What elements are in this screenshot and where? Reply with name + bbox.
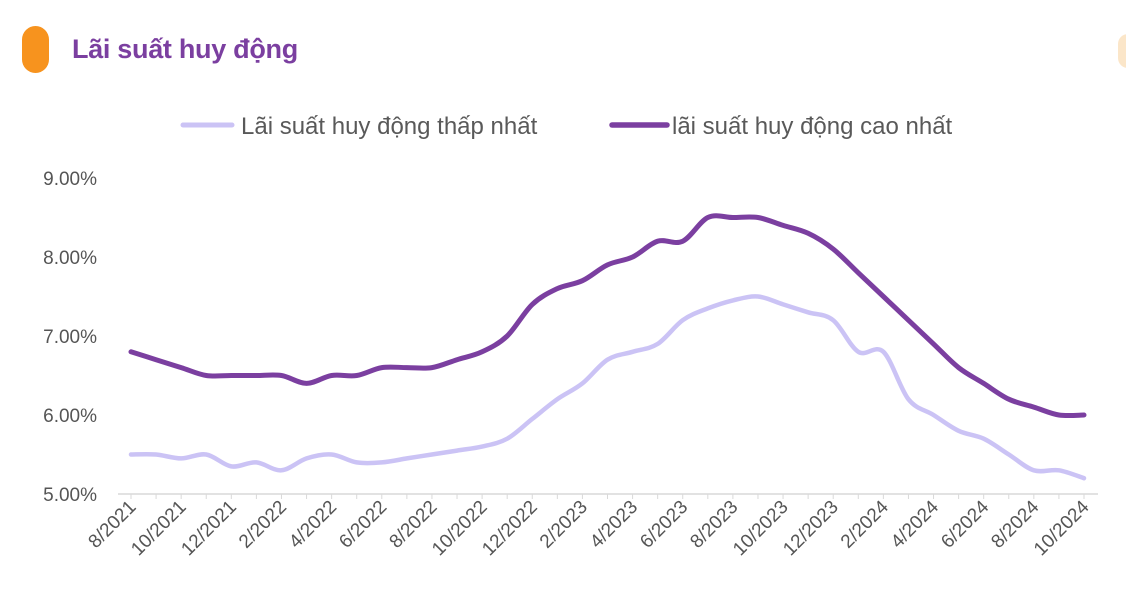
legend-item: lãi suất huy động cao nhất	[609, 113, 953, 140]
title-accent-marker	[22, 26, 49, 73]
y-tick-label: 7.00%	[43, 327, 97, 348]
x-tick-label: 10/2023	[729, 497, 792, 560]
series-line-highest-rate	[128, 213, 1087, 419]
x-tick-label: 2/2022	[235, 497, 291, 553]
plot-area	[128, 213, 1087, 481]
x-tick-label: 2/2024	[837, 496, 893, 552]
y-tick-label: 6.00%	[43, 406, 97, 427]
chart-legend: Lãi suất huy động thấp nhất lãi suất huy …	[180, 113, 953, 140]
edge-decoration	[1118, 34, 1126, 68]
series-line-lowest-rate	[128, 294, 1087, 481]
legend-item: Lãi suất huy động thấp nhất	[180, 113, 538, 140]
page-title: Lãi suất huy động	[72, 34, 298, 64]
x-tick-label: 12/2023	[779, 497, 842, 560]
x-tick-label: 6/2024	[937, 496, 993, 552]
x-tick-label: 10/2022	[428, 497, 491, 560]
x-axis: 8/202110/202112/20212/20224/20226/20228/…	[85, 493, 1098, 560]
y-tick-label: 9.00%	[43, 169, 97, 190]
x-tick-label: 4/2024	[887, 496, 943, 552]
x-tick-label: 6/2022	[335, 497, 391, 553]
x-tick-label: 2/2023	[536, 497, 592, 553]
x-tick-label: 12/2021	[177, 497, 240, 560]
y-axis: 5.00% 6.00% 7.00% 8.00% 9.00%	[43, 169, 97, 506]
x-tick-label: 10/2024	[1030, 496, 1094, 560]
x-tick-label: 10/2021	[127, 497, 190, 560]
legend-label: lãi suất huy động cao nhất	[672, 113, 953, 140]
x-tick-label: 4/2023	[586, 497, 642, 553]
x-tick-label: 6/2023	[636, 497, 692, 553]
x-tick-label: 4/2022	[285, 497, 341, 553]
y-tick-label: 8.00%	[43, 248, 97, 269]
x-tick-label: 12/2022	[478, 497, 541, 560]
legend-label: Lãi suất huy động thấp nhất	[241, 113, 538, 140]
y-tick-label: 5.00%	[43, 485, 97, 506]
